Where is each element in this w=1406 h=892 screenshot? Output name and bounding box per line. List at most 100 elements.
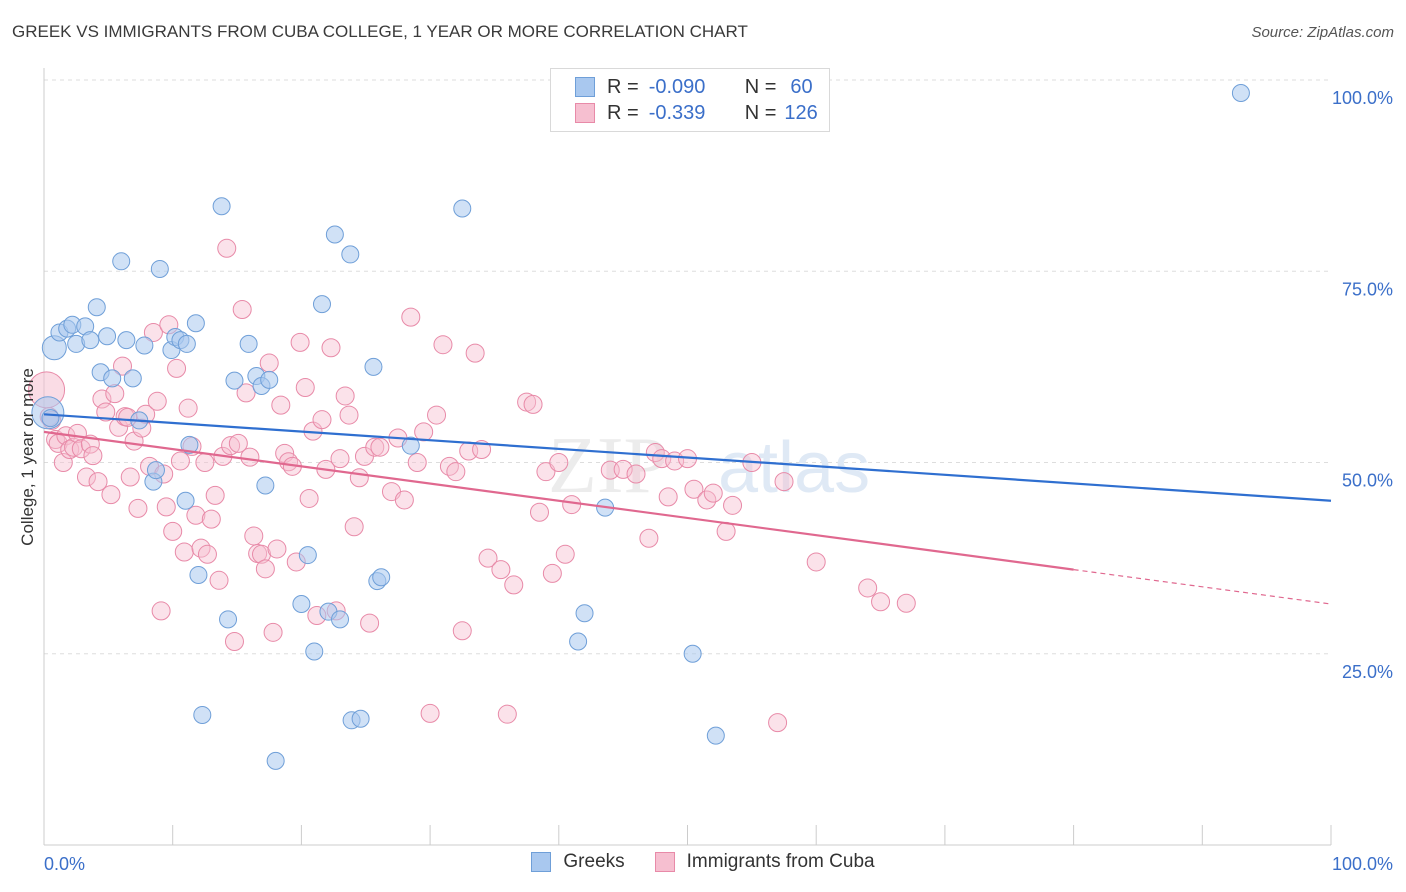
series-greeks <box>31 71 1250 770</box>
r-value: -0.339 <box>648 101 706 124</box>
cuba-point <box>312 410 332 430</box>
greeks-swatch <box>575 77 595 97</box>
greek-point <box>256 476 275 495</box>
greek-point <box>219 610 238 629</box>
r-label: R = <box>607 101 639 124</box>
greek-point <box>453 199 472 218</box>
greek-point <box>81 331 100 350</box>
n-value: 126 <box>784 101 818 124</box>
watermark-zip: ZIP <box>548 422 668 510</box>
r-label: R = <box>607 75 639 98</box>
cuba-point <box>446 462 466 482</box>
greek-point <box>176 491 195 510</box>
greek-point <box>177 334 196 353</box>
cuba-point <box>236 383 256 403</box>
cuba-point <box>299 488 319 508</box>
cuba-point <box>542 563 562 583</box>
legend-row-cuba: R = -0.339 N = 126 <box>575 101 818 125</box>
cuba-point <box>407 453 427 472</box>
n-label: N = <box>744 75 777 98</box>
cuba-point <box>163 521 183 541</box>
cuba-point <box>497 704 517 724</box>
cuba-point <box>271 395 291 415</box>
cuba-point <box>128 498 148 518</box>
cuba-legend-swatch <box>654 852 675 872</box>
y-axis-label: College, 1 year or more <box>18 368 37 546</box>
axes <box>43 68 1332 846</box>
trend-lines <box>43 413 1332 605</box>
cuba-point <box>871 592 891 612</box>
cuba-point <box>452 621 472 641</box>
n-value: 60 <box>790 75 813 98</box>
cuba-point <box>205 485 225 505</box>
cuba-point <box>491 560 511 580</box>
cuba-point <box>523 394 543 414</box>
stats-legend: R = -0.090 N = 60 R = -0.339 N = 126 <box>550 68 830 132</box>
greek-point <box>341 245 360 264</box>
chart-title: GREEK VS IMMIGRANTS FROM CUBA COLLEGE, 1… <box>12 22 748 41</box>
cuba-point <box>768 713 788 733</box>
cuba-point <box>639 528 659 548</box>
cuba-point <box>201 509 221 529</box>
cuba-point <box>806 552 826 572</box>
cuba-point <box>209 570 229 590</box>
greek-point <box>298 546 317 565</box>
cuba-point <box>217 238 237 258</box>
cuba-point <box>147 391 167 411</box>
legend-item-greeks: Greeks <box>531 851 625 873</box>
cuba-point <box>167 358 187 378</box>
cuba-point <box>858 578 878 598</box>
cuba-point <box>240 447 260 467</box>
cuba-point <box>295 378 315 398</box>
greek-point <box>112 252 131 271</box>
greek-point <box>683 644 702 663</box>
tick-labels: 25.0% 50.0% 75.0% 100.0% 0.0% 100.0% <box>44 88 1393 874</box>
n-label: N = <box>744 101 777 124</box>
greek-point <box>123 369 142 388</box>
cuba-point <box>370 437 390 457</box>
cuba-point <box>394 490 414 510</box>
greeks-legend-swatch <box>531 852 552 872</box>
cuba-point <box>174 542 194 562</box>
greek-point <box>189 565 208 584</box>
cuba-point <box>244 526 264 546</box>
x-tick-label: 0.0% <box>44 854 85 874</box>
y-tick-label: 100.0% <box>1332 88 1393 108</box>
cuba-point <box>267 539 287 559</box>
cuba-point <box>365 437 385 457</box>
greek-point <box>98 327 117 346</box>
greek-point <box>706 726 725 745</box>
cuba-point <box>195 453 215 472</box>
greek-point <box>305 642 324 661</box>
cuba-point <box>178 398 198 418</box>
greek-point <box>180 435 199 454</box>
greeks-legend-label: Greeks <box>563 851 625 872</box>
greek-point <box>146 461 165 480</box>
greek-point <box>239 334 258 353</box>
cuba-point <box>339 405 359 425</box>
cuba-point <box>427 405 447 425</box>
cuba-point <box>71 439 91 459</box>
cuba-point <box>197 544 217 564</box>
greeks-trend-line <box>43 413 1332 502</box>
cuba-point <box>156 497 176 517</box>
cuba-point <box>896 593 916 613</box>
cuba-point <box>151 601 171 621</box>
cuba-trend-extension <box>1073 569 1332 605</box>
cuba-point <box>76 467 96 487</box>
greek-point <box>372 568 391 587</box>
greek-point <box>186 314 205 333</box>
cuba-point <box>228 433 248 453</box>
cuba-point <box>684 479 704 499</box>
greek-point <box>351 709 370 728</box>
r-value: -0.090 <box>648 75 706 98</box>
cuba-point <box>321 338 341 358</box>
cuba-point <box>349 468 369 488</box>
cuba-point <box>143 322 163 342</box>
greek-point <box>41 409 60 428</box>
cuba-point <box>290 332 310 352</box>
cuba-point <box>330 449 350 469</box>
cuba-point <box>105 384 125 404</box>
cuba-point <box>549 453 569 472</box>
